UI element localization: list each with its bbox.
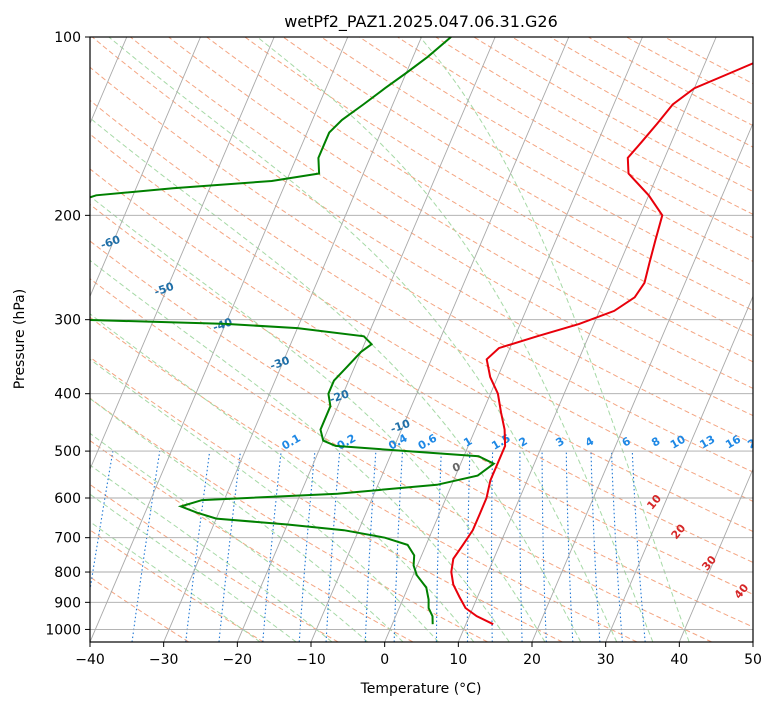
- moist-adiabat: [90, 432, 368, 642]
- isotherm-line: [163, 37, 422, 642]
- isotherm-line: [605, 295, 753, 642]
- y-tick-label: 200: [54, 208, 81, 224]
- y-tick-label: 1000: [45, 622, 81, 638]
- dry-adiabat: [130, 37, 753, 417]
- isotherm-line: [531, 122, 753, 642]
- x-tick-label: 30: [597, 652, 615, 668]
- dry-adiabat: [359, 37, 753, 262]
- moist-adiabat: [90, 195, 546, 642]
- x-tick-label: 20: [523, 652, 541, 668]
- mixing-ratio-line: [631, 451, 646, 642]
- x-axis-title: Temperature (°C): [360, 681, 482, 697]
- x-tick-label: 40: [670, 652, 688, 668]
- isotherm-line: [90, 37, 201, 298]
- isotherm-label: -50: [153, 280, 176, 299]
- isotherm-line: [90, 37, 349, 642]
- dry-adiabat: [90, 483, 339, 642]
- y-tick-label: 700: [54, 531, 81, 547]
- y-tick-label: 500: [54, 444, 81, 460]
- moist-adiabat: [90, 117, 582, 642]
- dry-adiabat: [90, 278, 712, 642]
- mixing-ratio-line: [90, 451, 114, 594]
- mixing-ratio-label: 20: [745, 432, 765, 451]
- y-tick-label: 400: [54, 387, 81, 403]
- y-tick-label: 600: [54, 491, 81, 507]
- moist-adiabat: [419, 37, 690, 642]
- dry-adiabat: [90, 203, 753, 595]
- isotherm-label: -20: [328, 387, 351, 406]
- dry-adiabat: [320, 37, 753, 287]
- y-tick-label: 100: [54, 30, 81, 46]
- mixing-ratio-line: [262, 451, 282, 642]
- dry-adiabat: [206, 37, 753, 363]
- y-tick-label: 900: [54, 595, 81, 611]
- moist-adiabat: [90, 259, 510, 642]
- isotherm-line: [90, 37, 275, 471]
- y-tick-label: 800: [54, 565, 81, 581]
- x-tick-label: −20: [223, 652, 253, 668]
- plot-area: -100-90-80-70-60-50-40-30-20-1000.10.20.…: [90, 37, 765, 642]
- mixing-ratio-line: [185, 451, 211, 642]
- isotherm-line: [457, 37, 717, 642]
- moist-adiabat: [90, 313, 475, 642]
- dry-adiabat: [90, 240, 753, 628]
- y-tick-label: 300: [54, 313, 81, 329]
- x-tick-label: 0: [380, 652, 389, 668]
- dry-adiabat: [473, 37, 753, 192]
- x-tick-label: −40: [75, 652, 105, 668]
- isotherm-label: 0: [451, 460, 463, 475]
- isotherm-label: -60: [99, 233, 122, 252]
- chart-title: wetPf2_PAZ1.2025.047.06.31.G26: [284, 12, 558, 32]
- moist-adiabat: [108, 37, 618, 642]
- isotherm-label: -30: [268, 354, 291, 373]
- x-tick-label: −30: [149, 652, 179, 668]
- dry-adiabat: [90, 133, 753, 533]
- moist-adiabat: [90, 521, 261, 642]
- moist-adiabat: [90, 464, 333, 642]
- moist-adiabat: [90, 358, 439, 642]
- x-tick-label: −10: [296, 652, 326, 668]
- isotherm-line: [678, 467, 753, 642]
- x-tick-label: 50: [744, 652, 762, 668]
- dewpoint-profile-line: [90, 37, 496, 625]
- isotherm-line: [384, 37, 643, 642]
- dry-adiabat: [90, 168, 753, 563]
- isotherm-line: [310, 37, 570, 642]
- dry-adiabat: [511, 37, 753, 170]
- dry-adiabat: [90, 529, 264, 642]
- temperature-profile-line: [450, 62, 753, 626]
- plot-frame: [89, 36, 754, 643]
- moist-adiabat: [256, 37, 654, 642]
- x-tick-label: 10: [449, 652, 467, 668]
- mixing-ratio-line: [218, 451, 242, 642]
- isotherm-label: -10: [389, 417, 412, 436]
- dry-adiabat: [90, 66, 753, 473]
- y-axis-title: Pressure (hPa): [12, 289, 28, 389]
- dry-adiabat: [244, 37, 753, 337]
- axes: −40 −30 −20 −10 0 10 20 30 40 5010020030040050060…: [45, 30, 762, 668]
